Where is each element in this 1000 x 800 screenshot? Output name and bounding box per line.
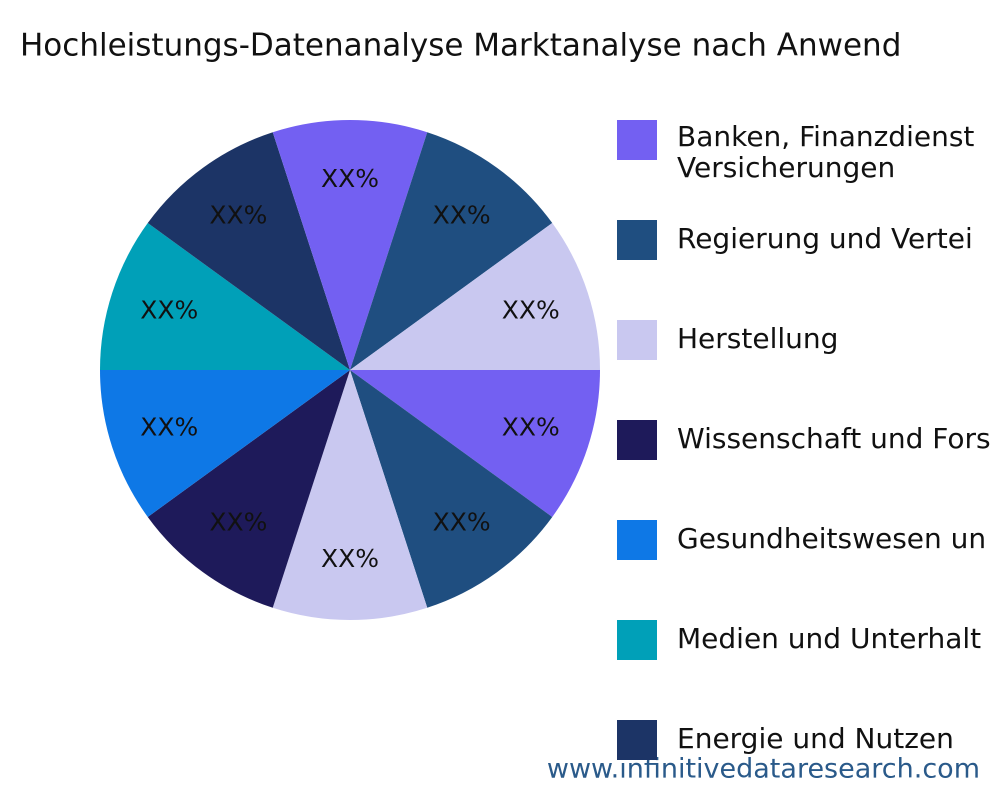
legend-label: Wissenschaft und Fors [677, 422, 991, 455]
legend-label: Gesundheitswesen un [677, 522, 986, 555]
chart-title: Hochleistungs-Datenanalyse Marktanalyse … [20, 28, 901, 64]
watermark: www.infinitivedataresearch.com [547, 754, 980, 785]
legend-label: Banken, Finanzdienst Versicherungen [677, 120, 974, 184]
legend-swatch [617, 520, 657, 560]
value-label: XX% [502, 413, 560, 442]
legend-swatch [617, 320, 657, 360]
pie-slice [350, 132, 553, 370]
value-label: XX% [502, 295, 560, 324]
value-label: XX% [321, 164, 379, 193]
legend-label: Energie und Nutzen [677, 722, 954, 755]
value-label: XX% [140, 295, 198, 324]
value-label: XX% [209, 508, 267, 537]
pie-slice [272, 370, 428, 620]
legend-swatch [617, 720, 657, 760]
pie-slice [350, 223, 600, 370]
legend-swatch [617, 620, 657, 660]
value-label: XX% [321, 544, 379, 573]
legend-label: Herstellung [677, 322, 838, 355]
value-label: XX% [140, 413, 198, 442]
pie-slice [100, 223, 350, 370]
pie-slice [147, 370, 350, 608]
legend-label: Regierung und Vertei [677, 222, 973, 255]
legend-swatch [617, 220, 657, 260]
value-label: XX% [433, 508, 491, 537]
legend-label: Medien und Unterhalt [677, 622, 981, 655]
pie-slice [272, 119, 428, 370]
pie-slice [147, 132, 350, 370]
pie-slice [100, 370, 350, 517]
value-label: XX% [209, 200, 267, 229]
value-label: XX% [433, 200, 491, 229]
legend-swatch [617, 420, 657, 460]
pie-slice [350, 370, 553, 608]
pie-slice [350, 370, 600, 517]
legend-swatch [617, 120, 657, 160]
